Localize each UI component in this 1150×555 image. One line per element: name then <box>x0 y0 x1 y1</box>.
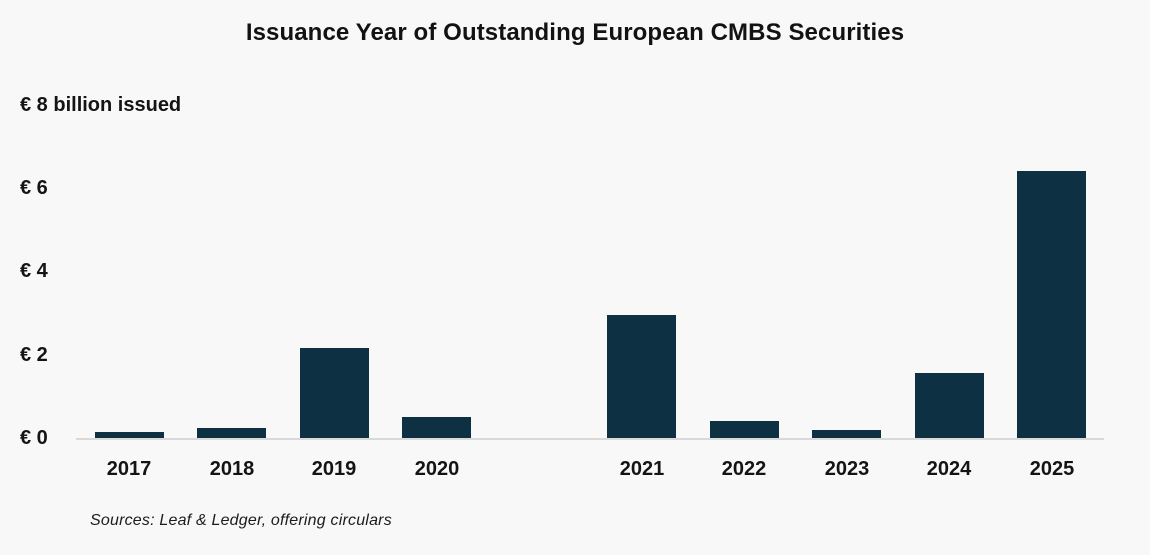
y-axis-tick-0: € 0 <box>20 427 48 449</box>
bar-2020 <box>402 417 471 438</box>
y-axis-tick-6: € 6 <box>20 177 48 200</box>
bar-2017 <box>95 432 164 438</box>
x-axis-label-2019: 2019 <box>311 458 357 480</box>
x-axis-label-2024: 2024 <box>926 458 972 480</box>
x-axis-label-2025: 2025 <box>1029 458 1075 480</box>
x-axis-label-2018: 2018 <box>209 458 255 480</box>
bar-2022 <box>710 421 779 438</box>
x-axis-label-2020: 2020 <box>414 458 460 480</box>
chart-title: Issuance Year of Outstanding European CM… <box>245 19 905 46</box>
bar-2024 <box>915 373 984 438</box>
source-note: Sources: Leaf & Ledger, offering circula… <box>90 512 392 529</box>
y-axis-tick-2: € 2 <box>20 343 48 366</box>
bar-2023 <box>812 430 881 438</box>
x-axis-label-2023: 2023 <box>824 458 870 480</box>
y-axis-tick-8: € 8 billion issued <box>20 93 182 116</box>
x-axis-line <box>76 438 1104 440</box>
bar-2021 <box>607 315 676 438</box>
bar-2018 <box>197 428 266 438</box>
x-axis-label-2021: 2021 <box>619 458 665 480</box>
bar-2019 <box>300 348 369 438</box>
bar-2025 <box>1017 171 1086 438</box>
y-axis-tick-4: € 4 <box>20 260 48 283</box>
x-axis-label-2022: 2022 <box>721 458 767 480</box>
x-axis-label-2017: 2017 <box>106 458 152 480</box>
